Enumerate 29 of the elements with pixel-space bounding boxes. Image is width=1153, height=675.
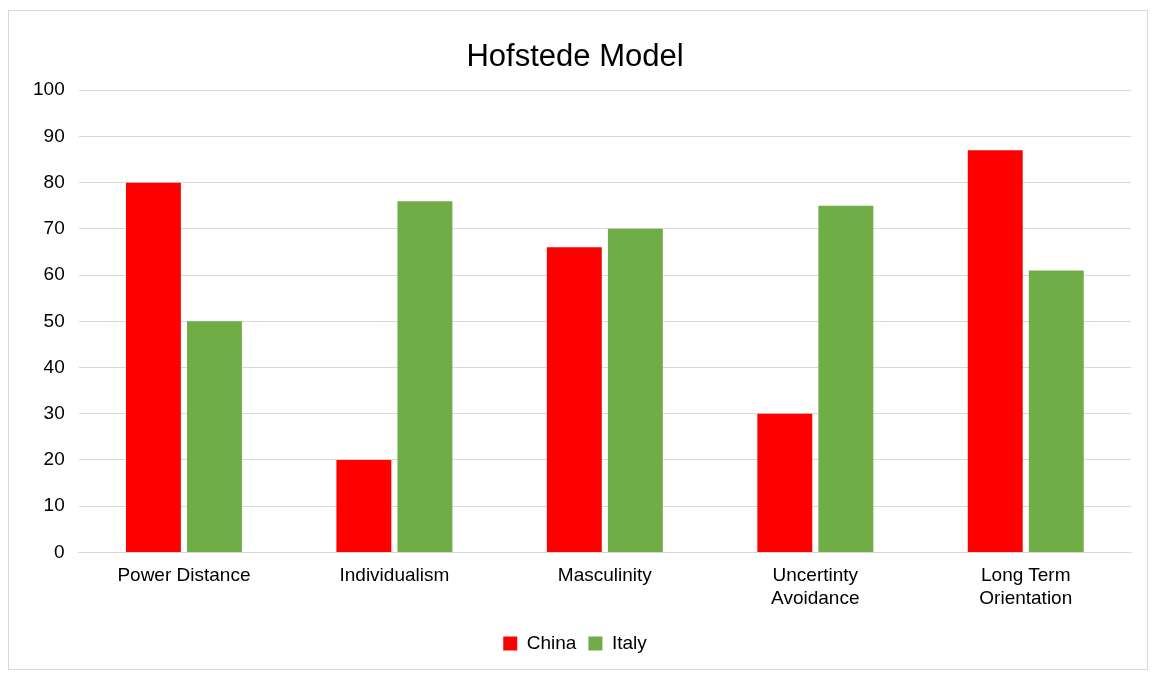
y-tick-label: 30	[43, 401, 65, 423]
bar	[818, 205, 874, 552]
bar	[397, 201, 453, 552]
y-tick-label: 100	[33, 78, 65, 100]
x-tick-label: Power Distance	[117, 564, 251, 586]
y-tick-label: 80	[43, 170, 65, 192]
x-tick-label: Masculinity	[557, 564, 653, 586]
y-tick-label: 60	[43, 263, 65, 285]
y-tick-label: 50	[43, 309, 65, 331]
bar	[336, 459, 392, 552]
y-tick-label: 20	[43, 448, 65, 470]
legend-label: Italy	[611, 631, 648, 653]
y-tick-label: 40	[43, 355, 65, 377]
x-tick-label: Uncertinty Avoidance	[771, 564, 860, 608]
bar	[757, 413, 813, 552]
chart-title: Hofstede Model	[466, 38, 684, 74]
bar	[607, 228, 663, 552]
bar	[546, 247, 602, 552]
x-tick-label: Long Term Orientation	[979, 564, 1073, 608]
bar	[125, 182, 181, 552]
y-tick-label: 0	[54, 540, 65, 562]
bar	[967, 150, 1023, 552]
legend-label: China	[526, 631, 577, 653]
x-tick-label: Individualism	[339, 564, 450, 586]
y-tick-label: 90	[43, 124, 65, 146]
y-tick-label: 70	[43, 217, 65, 239]
bar	[1028, 270, 1084, 552]
bar	[186, 321, 242, 552]
y-tick-label: 10	[43, 494, 65, 516]
